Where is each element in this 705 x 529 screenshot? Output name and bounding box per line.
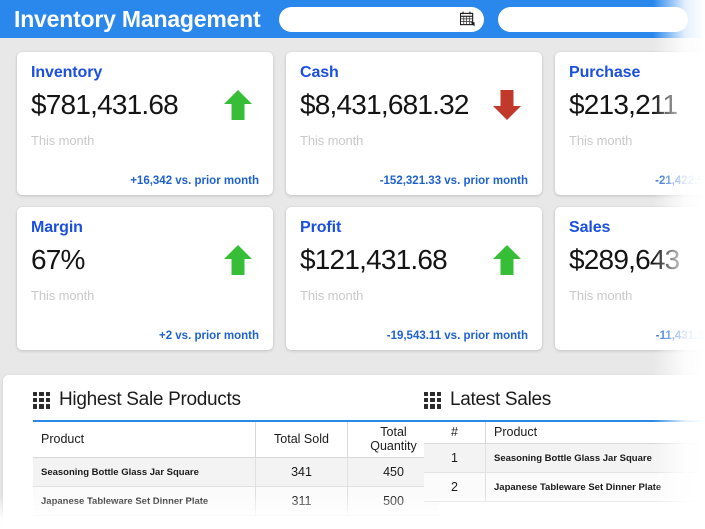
kpi-value: $289,643 <box>569 244 680 275</box>
secondary-search-input[interactable] <box>509 13 676 25</box>
header-fields <box>278 6 688 32</box>
bottom-panel: Highest Sale Products Product Total Sold… <box>3 375 705 529</box>
table-header-row: Product Total Sold Total Quantity <box>33 421 439 458</box>
column-header-total-quantity[interactable]: Total Quantity <box>347 421 439 458</box>
kpi-value: $213,211 <box>569 89 678 120</box>
kpi-title: Sales <box>569 219 611 236</box>
kpi-value: 67% <box>31 244 85 275</box>
kpi-card-cash[interactable]: Cash $8,431,681.32 This month -152,321.3… <box>286 52 542 195</box>
cell-product: Seasoning Bottle Glass Jar Square <box>33 457 256 487</box>
kpi-card-inventory[interactable]: Inventory $781,431.68 This month +16,342… <box>17 52 273 195</box>
kpi-period: This month <box>569 133 633 148</box>
kpi-period: This month <box>569 288 633 303</box>
kpi-title: Margin <box>31 219 83 236</box>
column-header-index[interactable]: # <box>424 421 486 444</box>
kpi-title: Cash <box>300 64 339 81</box>
arrow-down-icon <box>493 90 521 120</box>
kpi-card-grid: Inventory $781,431.68 This month +16,342… <box>17 52 705 350</box>
column-header-product[interactable]: Product <box>485 421 705 444</box>
column-header-product[interactable]: Product <box>33 421 256 458</box>
cell-product: Japanese Tableware Set Dinner Plate <box>485 472 705 502</box>
kpi-period: This month <box>31 133 95 148</box>
grid-icon <box>33 391 50 409</box>
kpi-card-sales[interactable]: Sales $289,643 This month -11,431.33 vs.… <box>555 207 705 350</box>
kpi-period: This month <box>31 288 95 303</box>
kpi-card-margin[interactable]: Margin 67% This month +2 vs. prior month <box>17 207 273 350</box>
arrow-up-icon <box>493 245 521 275</box>
kpi-delta: -152,321.33 vs. prior month <box>379 175 528 187</box>
calendar-icon[interactable] <box>459 11 475 27</box>
kpi-value-row: $121,431.68 <box>300 239 528 281</box>
highest-sale-products-title: Highest Sale Products <box>59 389 241 410</box>
arrow-up-icon <box>224 245 252 275</box>
page-title: Inventory Management <box>14 5 261 32</box>
kpi-value-row: $8,431,681.32 <box>300 84 528 126</box>
cell-total-sold: 341 <box>255 457 348 487</box>
cell-total-sold: 311 <box>255 486 348 516</box>
kpi-delta: +16,342 vs. prior month <box>130 175 259 187</box>
kpi-delta: -11,431.33 vs. prior month <box>655 330 705 342</box>
kpi-value-row: $289,643 <box>569 239 705 281</box>
highest-sale-products-table: Product Total Sold Total Quantity Season… <box>33 420 439 516</box>
kpi-card-purchase[interactable]: Purchase $213,211 This month -21,422.53 … <box>555 52 705 195</box>
table-body: Seasoning Bottle Glass Jar Square 341 45… <box>33 457 439 516</box>
arrow-up-icon <box>224 90 252 120</box>
date-range-input[interactable] <box>290 13 476 25</box>
grid-icon <box>424 391 441 409</box>
cell-index: 1 <box>424 443 486 473</box>
app-header: Inventory Management <box>0 0 705 38</box>
kpi-value: $121,431.68 <box>300 244 448 275</box>
cell-index: 2 <box>424 472 486 502</box>
table-row[interactable]: Japanese Tableware Set Dinner Plate 311 … <box>33 486 439 516</box>
kpi-delta: +2 vs. prior month <box>158 330 259 342</box>
kpi-title: Profit <box>300 219 342 236</box>
table-row[interactable]: Seasoning Bottle Glass Jar Square 341 45… <box>33 457 439 487</box>
highest-sale-products-header: Highest Sale Products <box>33 389 388 411</box>
highest-sale-products-section: Highest Sale Products Product Total Sold… <box>3 389 439 529</box>
kpi-period: This month <box>300 288 364 303</box>
kpi-value-row: $213,211 <box>569 84 705 126</box>
cell-product: Seasoning Bottle Glass Jar Square <box>485 443 705 473</box>
kpi-delta: -21,422.53 vs. prior month <box>655 175 705 187</box>
column-header-total-sold[interactable]: Total Sold <box>255 421 348 458</box>
kpi-value: $781,431.68 <box>31 89 179 120</box>
kpi-period: This month <box>300 133 364 148</box>
cell-total-quantity: 450 <box>347 457 439 487</box>
table-body: 1 Seasoning Bottle Glass Jar Square 2 Ja… <box>424 443 705 502</box>
kpi-value-row: 67% <box>31 239 259 281</box>
table-header: Product Total Sold Total Quantity <box>33 421 439 458</box>
kpi-title: Purchase <box>569 64 641 81</box>
kpi-value: $8,431,681.32 <box>300 89 469 120</box>
latest-sales-table: # Product 1 Seasoning Bottle Glass Jar S… <box>424 420 705 502</box>
kpi-title: Inventory <box>31 64 103 81</box>
table-header-row: # Product <box>424 421 705 444</box>
kpi-card-profit[interactable]: Profit $121,431.68 This month -19,543.11… <box>286 207 542 350</box>
latest-sales-section: Latest Sales # Product 1 Seasoning Bottl… <box>406 389 705 529</box>
kpi-delta: -19,543.11 vs. prior month <box>386 330 528 342</box>
kpi-value-row: $781,431.68 <box>31 84 259 126</box>
latest-sales-header: Latest Sales <box>424 389 705 411</box>
latest-sales-title: Latest Sales <box>450 389 551 410</box>
cell-product: Japanese Tableware Set Dinner Plate <box>33 486 256 516</box>
table-row[interactable]: 2 Japanese Tableware Set Dinner Plate <box>424 472 705 502</box>
secondary-search-field[interactable] <box>497 6 688 32</box>
date-range-field[interactable] <box>278 6 484 32</box>
table-row[interactable]: 1 Seasoning Bottle Glass Jar Square <box>424 443 705 473</box>
table-header: # Product <box>424 421 705 444</box>
